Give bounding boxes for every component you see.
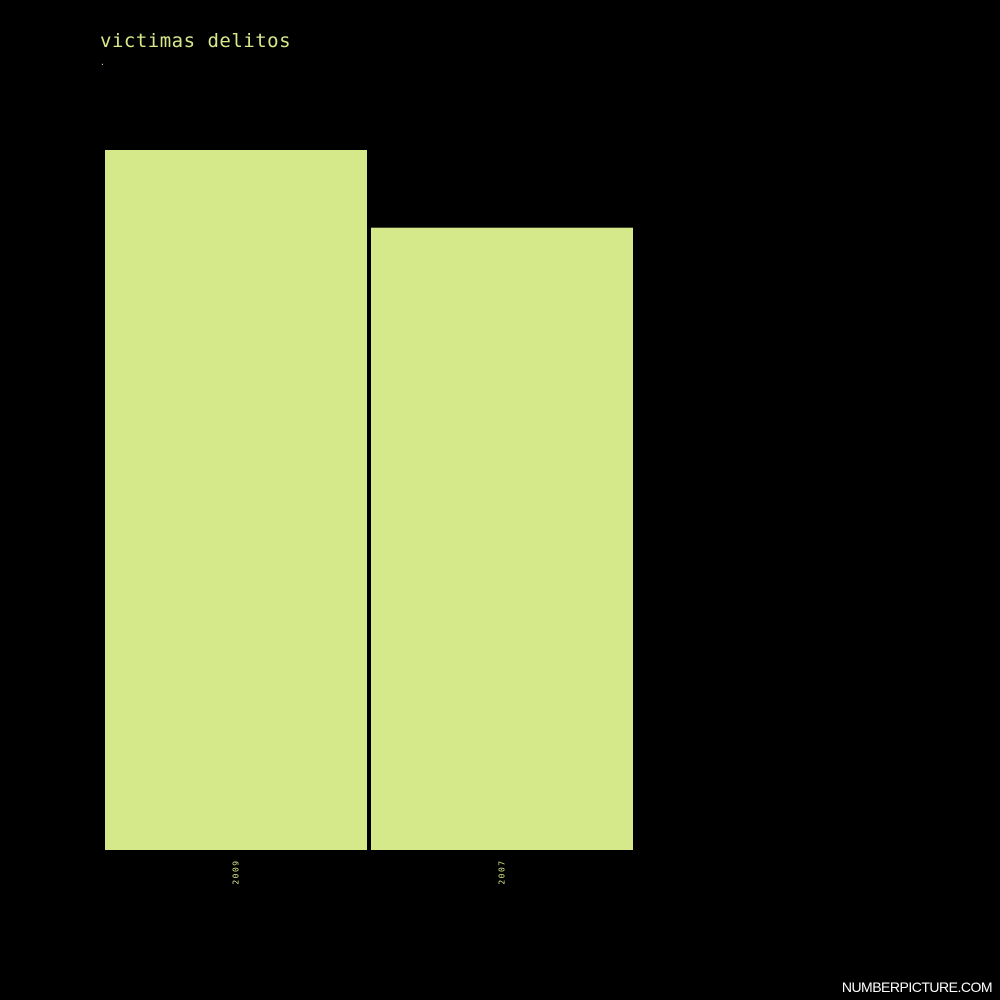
tick-label-2009: 2009: [232, 859, 241, 884]
bar-2009: [105, 150, 367, 850]
chart-subtitle: .: [100, 58, 105, 67]
watermark: NUMBERPICTURE.COM: [841, 979, 993, 995]
chart-title: victimas delitos: [100, 30, 292, 52]
tick-label-2007: 2007: [498, 859, 507, 884]
bars-group: [105, 150, 633, 850]
tick-labels-group: 2009 2007: [232, 859, 507, 884]
bar-2007: [371, 227, 633, 850]
